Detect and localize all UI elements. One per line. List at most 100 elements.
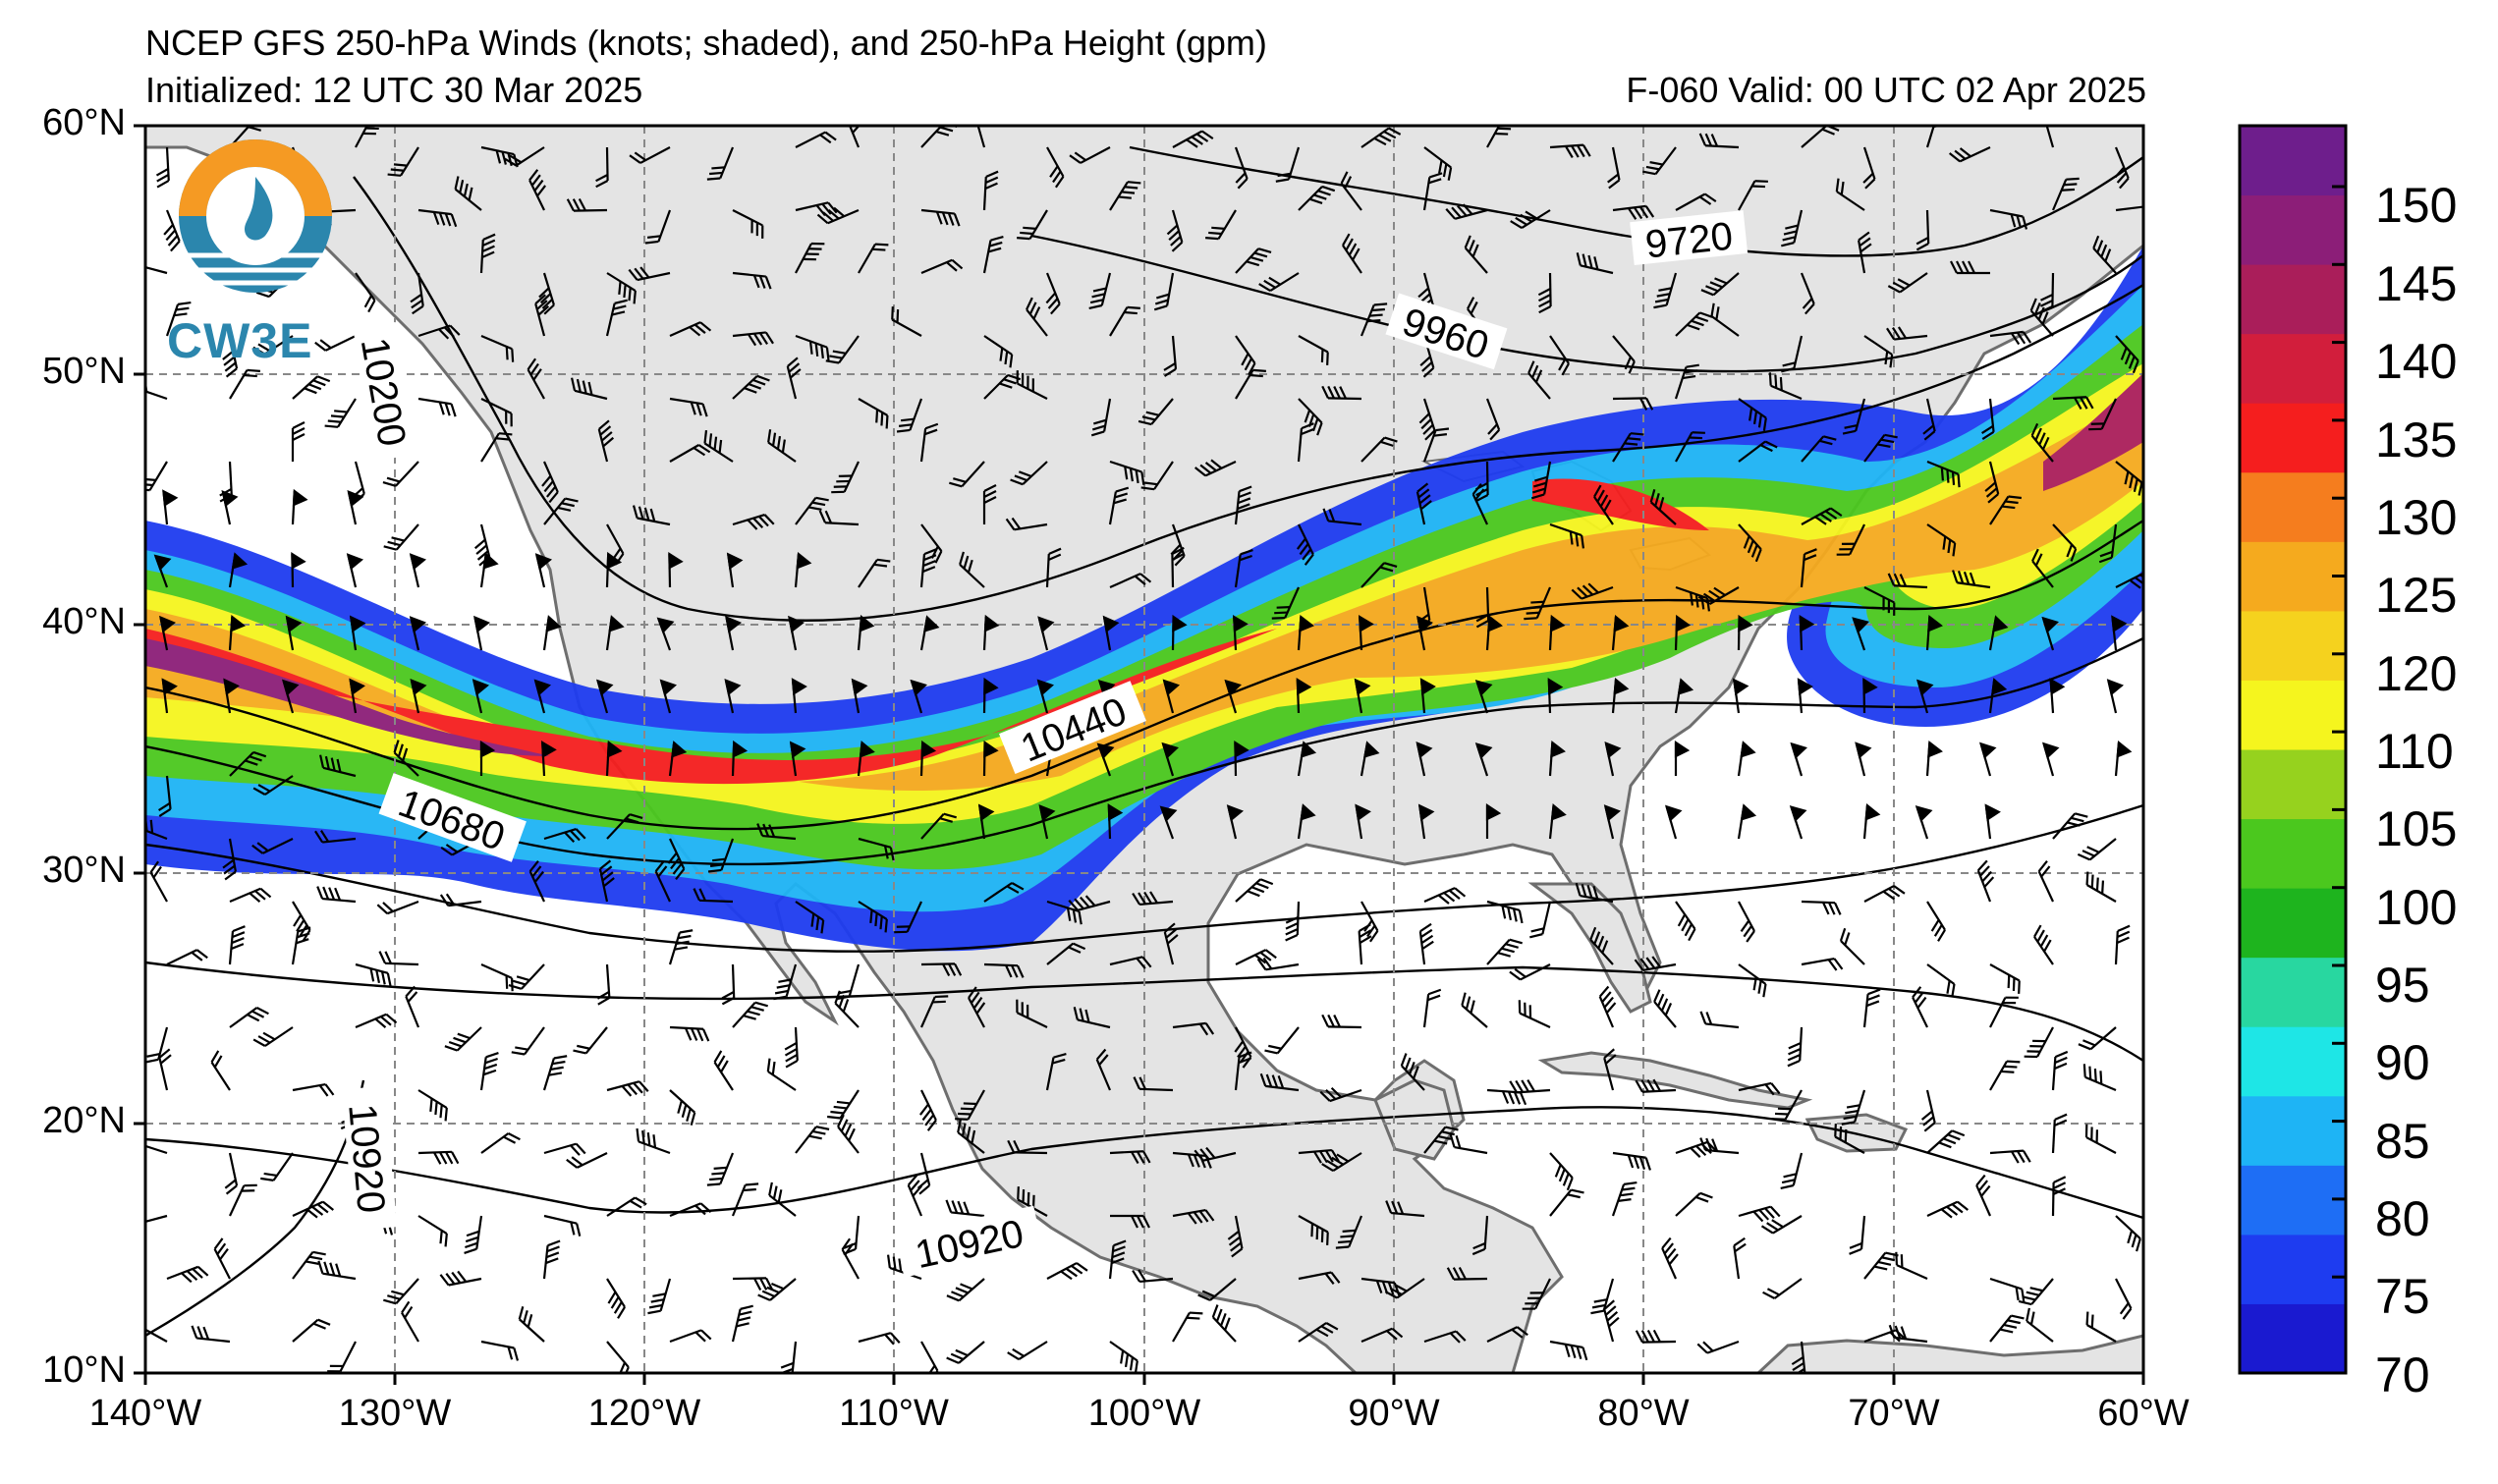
wind-barb [155,146,170,189]
wind-barb [1926,460,1961,488]
wind-barb [1486,1088,1527,1106]
colorbar-label-90: 90 [2375,1035,2430,1090]
wind-barb [1989,208,2028,230]
wind-barb [1096,742,1115,777]
wind-barb [1762,1278,1803,1299]
wind-barb [1102,615,1120,651]
wind-barb [291,421,305,462]
wind-barb [1862,677,1878,714]
wind-barb [409,616,427,651]
wind-barb [1738,1205,1781,1223]
wind-barb [1787,1026,1804,1068]
wind-barb [825,335,860,364]
wind-barb [472,679,490,714]
wind-barb [907,1174,923,1217]
wind-barb [946,1278,985,1302]
wind-barb [894,901,922,934]
wind-barb [1603,804,1622,840]
wind-barb [285,615,303,651]
wind-barb [858,1332,901,1346]
wind-barb [355,962,392,987]
wind-barb [955,1089,985,1121]
wind-barb [731,1304,753,1343]
wind-barb [1422,427,1450,463]
wind-barb [1732,678,1749,714]
wind-barb [538,272,555,315]
jet-core-150kt [145,638,550,756]
lat-label-40n: 40°N [42,601,126,642]
wind-barb [224,1152,239,1195]
wind-barb [1589,926,1614,965]
wind-barb [982,740,999,777]
colorbar-swatch [2240,333,2346,404]
wind-barb [479,1052,499,1091]
wind-barb [1575,882,1614,904]
wind-barb [228,925,246,965]
wind-barb [1360,302,1388,337]
wind-barb [919,422,939,463]
wind-barb [1172,1021,1215,1036]
wind-barb [668,929,694,965]
wind-barb [1193,1146,1237,1162]
wind-barb [858,398,889,429]
wind-barb [2052,396,2094,411]
wind-barb [1474,742,1493,777]
wind-barb [1612,397,1654,411]
wind-barb [324,398,357,428]
wind-barb [632,505,671,526]
wind-barb [1590,1278,1615,1315]
wind-barb [1790,742,1808,777]
wind-barb [1989,1060,2021,1091]
wind-barb [1549,1340,1588,1361]
wind-barb [1109,181,1141,211]
wind-barb [1235,878,1274,903]
wind-barb [668,741,688,777]
wind-barb [213,1237,231,1280]
wind-barb [417,397,457,417]
colorbar-swatch [2240,541,2346,612]
wind-barb [409,553,427,588]
wind-barb [659,679,678,714]
lat-label-30n: 30°N [42,850,126,891]
wind-barb [983,882,1025,903]
wind-barb [1801,507,1843,525]
wind-barb [282,679,300,714]
wind-barb [1674,363,1699,400]
wind-barb [1298,1322,1339,1343]
wind-barb [1612,335,1636,374]
colorbar-label-70: 70 [2375,1347,2430,1402]
wind-barb [145,1026,169,1064]
wind-barb [1509,963,1551,981]
wind-barb [2051,1113,2068,1154]
wind-barb [1161,742,1180,777]
wind-barb [1335,1215,1363,1249]
wind-barb [1839,927,1865,965]
logo-text: CW3E [167,313,313,368]
wind-barb [2115,1215,2141,1252]
wind-barb [795,901,825,934]
wind-barb [1045,1052,1067,1091]
wind-barb [292,375,331,400]
wind-barb [2088,398,2117,431]
wind-barb [1046,942,1086,965]
wind-barb [1835,178,1865,211]
wind-barb [1486,938,1523,965]
wind-barb [1486,126,1512,148]
wind-barb [669,444,711,463]
wind-barb [968,986,986,1028]
wind-barb [1037,616,1055,651]
wind-barb [1836,523,1865,556]
wind-barb [669,321,712,338]
wind-barb [1926,901,1946,942]
wind-barb [145,1210,168,1226]
lon-label-80w: 80°W [1597,1393,1690,1434]
wind-barb [1549,522,1585,549]
wind-barb [162,489,179,525]
wind-barb [1849,1215,1866,1255]
wind-barb [706,146,735,181]
height-contours [145,145,2143,1338]
colorbar-swatch [2240,1303,2346,1374]
cuba-land [1537,1051,1813,1110]
colorbar-swatch [2240,888,2346,959]
wind-barb [1863,433,1898,463]
